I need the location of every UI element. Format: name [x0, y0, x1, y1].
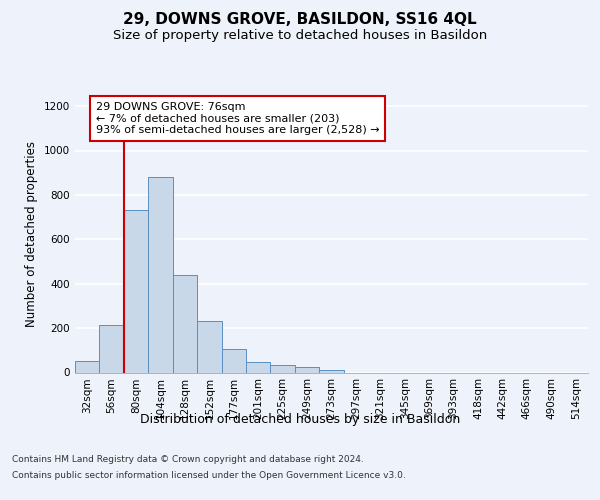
Bar [173, 275, 197, 372]
Text: Contains HM Land Registry data © Crown copyright and database right 2024.: Contains HM Land Registry data © Crown c… [12, 455, 364, 464]
Y-axis label: Number of detached properties: Number of detached properties [25, 141, 38, 327]
Bar [221, 348, 246, 372]
Bar [148, 177, 173, 372]
Bar [246, 362, 271, 372]
Bar [124, 210, 148, 372]
Bar [271, 364, 295, 372]
Text: 29, DOWNS GROVE, BASILDON, SS16 4QL: 29, DOWNS GROVE, BASILDON, SS16 4QL [123, 12, 477, 28]
Text: Contains public sector information licensed under the Open Government Licence v3: Contains public sector information licen… [12, 471, 406, 480]
Text: Size of property relative to detached houses in Basildon: Size of property relative to detached ho… [113, 29, 487, 42]
Bar [295, 367, 319, 372]
Bar [75, 362, 100, 372]
Bar [197, 322, 221, 372]
Text: 29 DOWNS GROVE: 76sqm
← 7% of detached houses are smaller (203)
93% of semi-deta: 29 DOWNS GROVE: 76sqm ← 7% of detached h… [95, 102, 379, 135]
Bar [319, 370, 344, 372]
Bar [100, 325, 124, 372]
Text: Distribution of detached houses by size in Basildon: Distribution of detached houses by size … [140, 412, 460, 426]
